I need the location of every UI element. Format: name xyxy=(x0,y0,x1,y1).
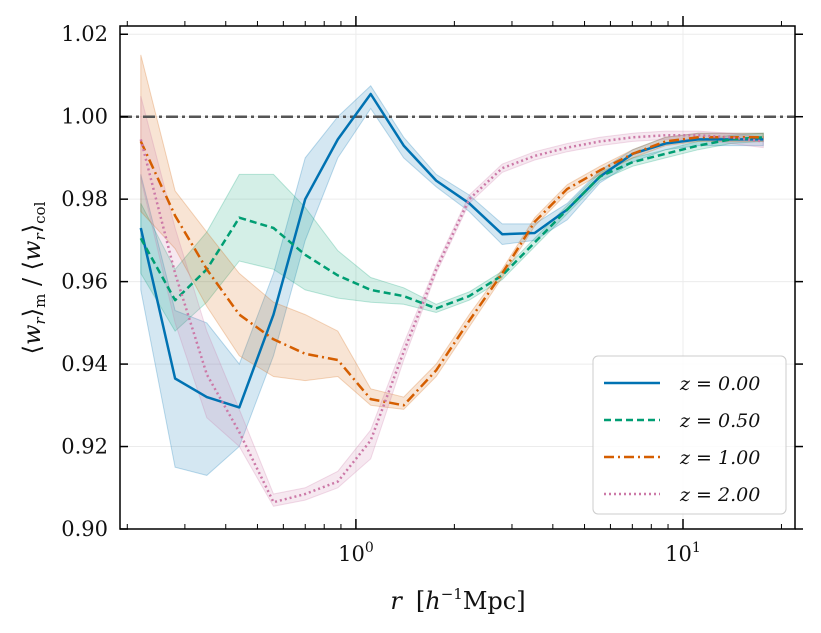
y-tick-label: 0.90 xyxy=(61,517,108,541)
x-tick-label: 100 xyxy=(338,540,374,566)
legend-label: z = 1.00 xyxy=(679,447,760,469)
y-axis-label: ⟨wr⟩m / ⟨wr⟩col xyxy=(18,201,49,354)
plot-frame xyxy=(119,25,796,530)
y-tick-label: 0.92 xyxy=(61,435,108,459)
legend: z = 0.00 z = 0.50 z = 1.00 z = 2.00 xyxy=(592,355,787,515)
y-tick-label: 1.00 xyxy=(61,105,108,129)
y-tick-label: 0.96 xyxy=(61,270,108,294)
series-line-z-0-50 xyxy=(139,136,764,310)
legend-box xyxy=(592,355,787,515)
grid-lines xyxy=(120,26,795,530)
band-z-2-00 xyxy=(140,95,764,507)
series-line-z-1-00 xyxy=(139,136,764,407)
series-line-z-2-00 xyxy=(139,134,764,504)
axis-ticks xyxy=(120,16,803,530)
series-lines xyxy=(139,92,764,504)
band-z-0-00 xyxy=(140,85,764,476)
svg-text:⟨wr⟩m / ⟨wr⟩col: ⟨wr⟩m / ⟨wr⟩col xyxy=(18,201,49,354)
tick-labels: 0.90 0.92 0.94 0.96 0.98 1.00 1.02 100 101 xyxy=(61,22,701,566)
x-tick-label: 101 xyxy=(665,540,701,566)
svg-text:r[h−1Mpc]: r [h−1Mpc] xyxy=(390,585,525,615)
y-tick-label: 1.02 xyxy=(61,22,108,46)
y-tick-label: 0.94 xyxy=(61,352,108,376)
y-tick-label: 0.98 xyxy=(61,187,108,211)
x-axis-label: r [h−1Mpc] xyxy=(390,585,525,615)
legend-label: z = 0.50 xyxy=(679,410,760,432)
legend-label: z = 2.00 xyxy=(679,484,760,506)
series-line-z-0-00 xyxy=(139,92,764,409)
legend-label: z = 0.00 xyxy=(679,373,760,395)
